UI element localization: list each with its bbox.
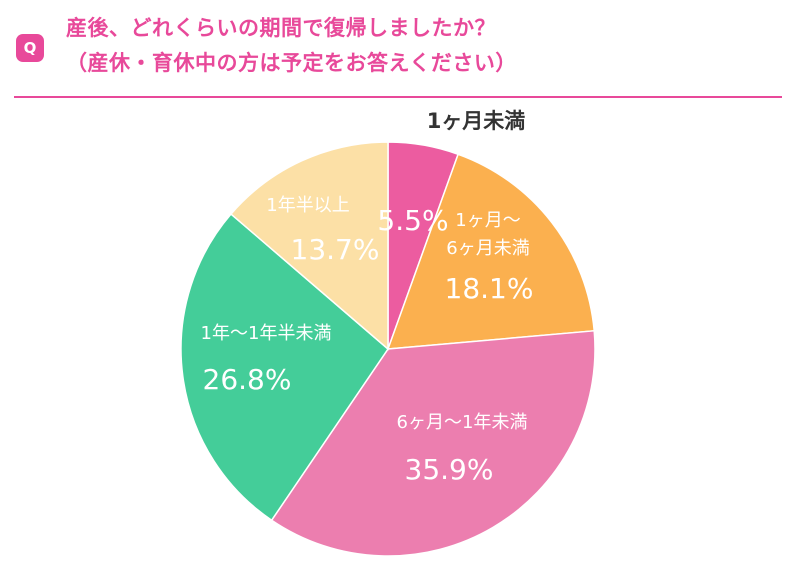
slice-label-2-line-2: 6ヶ月未満 <box>446 238 529 259</box>
slice-label-4: 1年〜1年半未満 <box>201 323 332 344</box>
chart-title-line-2: （産休・育休中の方は予定をお答えください） <box>66 51 517 75</box>
slice-label-2-line-1: 1ヶ月〜 <box>455 210 520 231</box>
slice-value-4: 26.8% <box>203 363 292 396</box>
pie-slice-5 <box>229 141 389 351</box>
slice-value-5: 13.7% <box>291 233 380 266</box>
slice-label-3: 6ヶ月〜1年未満 <box>397 412 528 433</box>
pie-slice-4 <box>180 213 389 522</box>
slice-value-3: 35.9% <box>405 453 494 486</box>
slice-value-2: 18.1% <box>445 272 534 305</box>
slice-label-5: 1年半以上 <box>266 195 349 216</box>
chart-title-line-1: 産後、どれくらいの期間で復帰しましたか？ <box>66 16 496 40</box>
pie-slice-2 <box>386 153 596 350</box>
question-badge: Q <box>16 34 44 62</box>
pie-slices <box>180 141 596 557</box>
slice-label-1: 1ヶ月未満 <box>427 109 526 133</box>
slice-value-1: 5.5% <box>377 204 448 237</box>
pie-labels: 1ヶ月未満 5.5% 1ヶ月〜 6ヶ月未満 18.1% 6ヶ月〜1年未満 35.9% 1年〜1… <box>201 109 534 486</box>
pie-slice-3 <box>270 330 596 557</box>
title-divider <box>14 96 782 98</box>
